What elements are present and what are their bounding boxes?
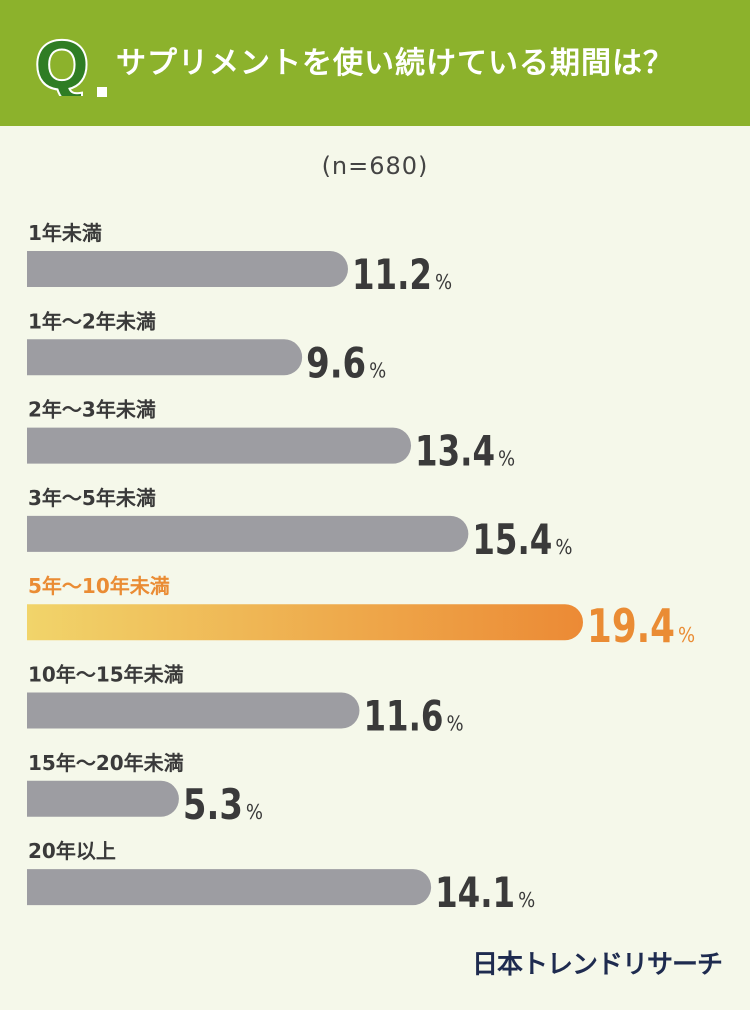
bar (27, 692, 360, 729)
bar-row: 3年〜5年未満 15.4% (27, 486, 572, 564)
bar-row: 2年〜3年未満 13.4% (27, 398, 515, 476)
bar-row: 1年未満 11.2% (27, 221, 452, 299)
bar (27, 515, 469, 552)
value-label: 9.6% (306, 338, 386, 387)
value-label: 5.3% (183, 780, 263, 829)
value-label: 14.1% (435, 868, 535, 917)
bar-highlight (27, 604, 583, 641)
bar-row: 5年〜10年未満 19.4% (27, 574, 695, 653)
category-label: 1年〜2年未満 (28, 309, 156, 333)
category-label: 10年〜15年未満 (28, 663, 184, 687)
sample-size: (n=680) (321, 152, 429, 180)
question-title: サプリメントを使い続けている期間は？ (116, 46, 674, 81)
bar-row: 1年〜2年未満 9.6% (27, 309, 386, 387)
bar (27, 251, 348, 287)
category-label: 3年〜5年未満 (28, 486, 156, 510)
category-label: 1年未満 (28, 221, 102, 245)
bar-row: 20年以上 14.1% (27, 839, 535, 917)
value-label: 11.6% (363, 692, 463, 741)
category-label: 20年以上 (28, 839, 116, 863)
brand-logo: 日本トレンドリサーチ (471, 950, 723, 980)
bar (27, 427, 412, 464)
q-mark: Q (36, 27, 89, 96)
value-label: 13.4% (415, 427, 515, 476)
category-label: 5年〜10年未満 (28, 574, 170, 598)
value-label: 15.4% (472, 515, 572, 564)
category-label: 15年〜20年未満 (28, 751, 184, 775)
q-dot (97, 87, 107, 97)
bar-row: 10年〜15年未満 11.6% (27, 663, 464, 741)
bar-row: 15年〜20年未満 5.3% (27, 751, 263, 829)
header-banner: Q サプリメントを使い続けている期間は？ (0, 0, 750, 126)
category-label: 2年〜3年未満 (28, 398, 156, 422)
q-badge-icon: Q (34, 26, 91, 96)
bar (27, 869, 432, 906)
bar (27, 780, 179, 817)
value-label: 19.4% (587, 599, 695, 653)
bar (27, 339, 303, 376)
value-label: 11.2% (352, 250, 452, 299)
